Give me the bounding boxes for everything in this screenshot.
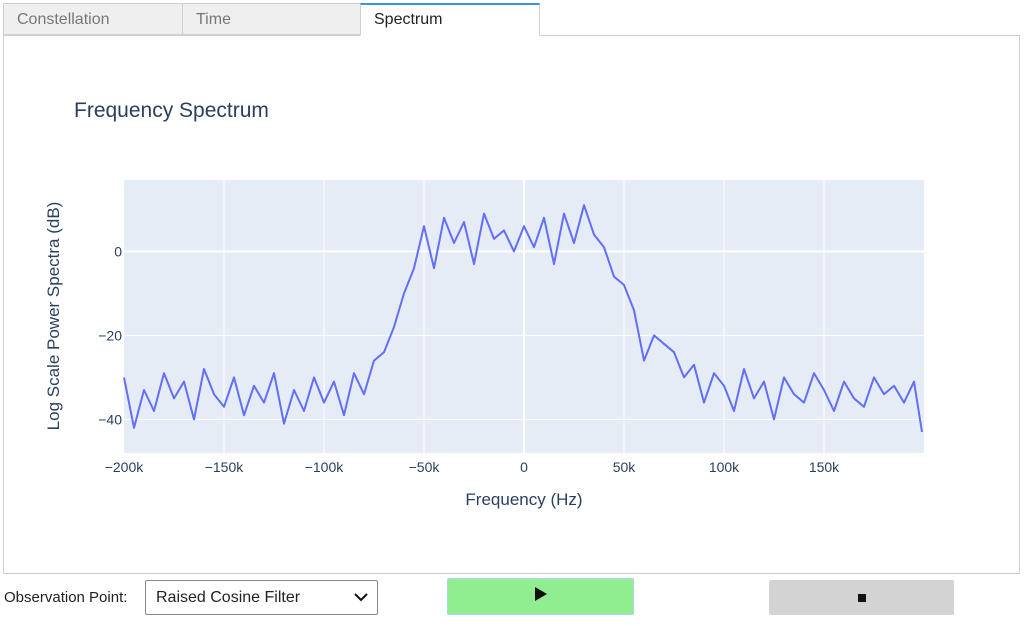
y-tick-label: 0: [114, 243, 122, 259]
chevron-down-icon: [353, 581, 369, 626]
spectrum-trace: [123, 204, 923, 433]
x-tick-labels: −200k −150k −100k −50k 0 50k 100k 150k: [105, 459, 840, 475]
stop-icon: [857, 589, 866, 607]
x-tick-label: 50k: [613, 459, 637, 475]
y-axis-label: Log Scale Power Spectra (dB): [44, 202, 63, 431]
stop-button[interactable]: [769, 580, 954, 615]
x-tick-label: 100k: [709, 459, 740, 475]
chart-title: Frequency Spectrum: [74, 99, 269, 122]
observation-point-value: Raised Cosine Filter: [156, 589, 301, 606]
spectrum-panel: Frequency Spectrum −200k −150k −100k −50k 0 5…: [3, 35, 1020, 574]
x-tick-label: 0: [520, 459, 528, 475]
x-axis-label: Frequency (Hz): [465, 490, 582, 509]
x-tick-label: −200k: [105, 459, 145, 475]
play-icon: [534, 587, 547, 606]
x-tick-label: −150k: [205, 459, 245, 475]
x-tick-label: −100k: [305, 459, 345, 475]
observation-point-select[interactable]: Raised Cosine Filter: [145, 580, 378, 615]
observation-point-label: Observation Point:: [4, 589, 128, 606]
x-tick-label: −50k: [409, 459, 441, 475]
spectrum-chart: Frequency Spectrum −200k −150k −100k −50k 0 5…: [44, 99, 924, 509]
y-tick-label: −40: [98, 411, 122, 427]
tab-spectrum[interactable]: Spectrum: [360, 3, 540, 36]
tab-time[interactable]: Time: [182, 3, 361, 35]
y-tick-labels: −40 −20 0: [98, 243, 122, 427]
tab-bar: Constellation Time Spectrum: [3, 3, 1020, 36]
play-button[interactable]: [447, 578, 634, 615]
tab-constellation[interactable]: Constellation: [3, 3, 183, 35]
y-tick-label: −20: [98, 327, 122, 343]
x-tick-label: 150k: [809, 459, 840, 475]
